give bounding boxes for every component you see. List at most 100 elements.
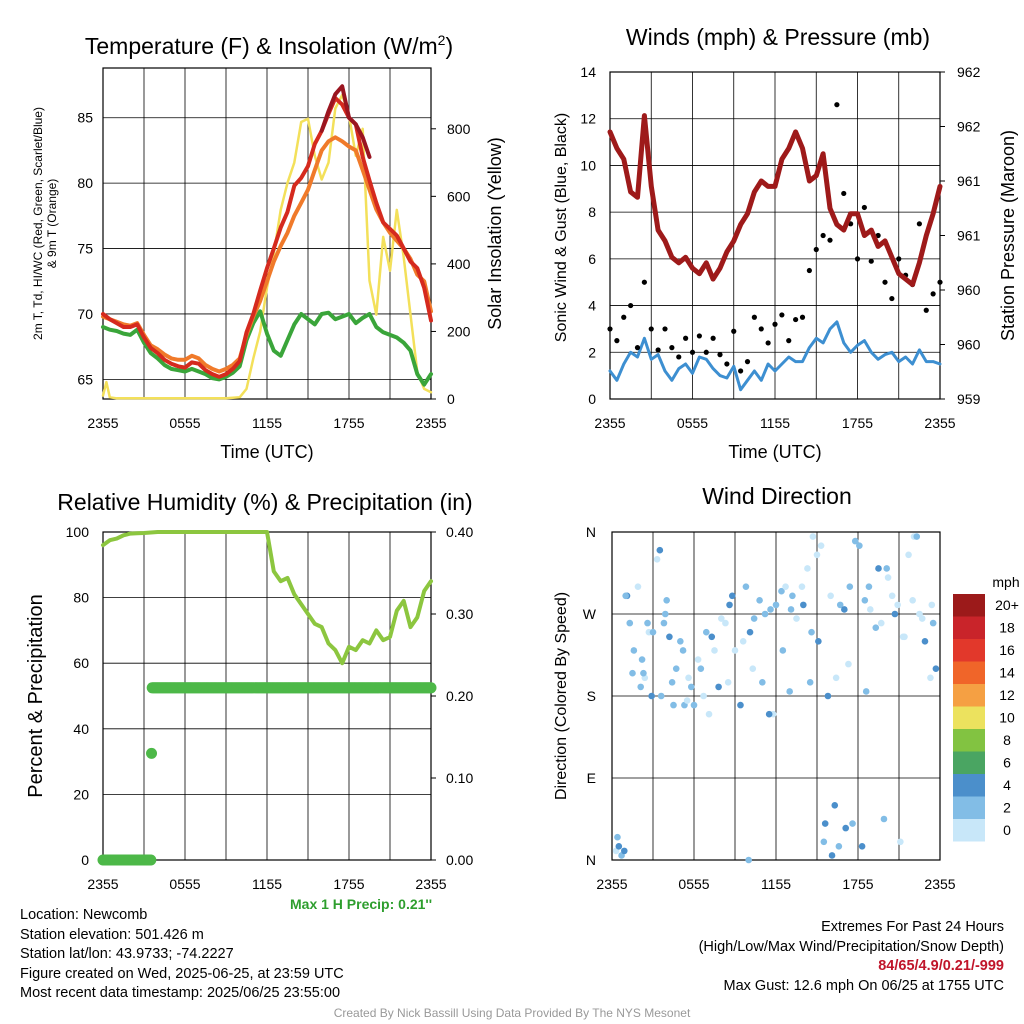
y-left-axis-label: 2m T, Td, HI/WC (Red, Green, Scarlet/Blu… bbox=[31, 107, 45, 340]
direction-point bbox=[731, 647, 739, 654]
gust-point bbox=[614, 338, 620, 344]
y-right-tick-label: 600 bbox=[447, 188, 471, 204]
direction-point bbox=[634, 583, 642, 590]
y-left-axis-label-2: & 9m T (Orange) bbox=[45, 179, 59, 269]
y-right-tick-label: 960 bbox=[957, 282, 981, 298]
y-right-tick-label: 400 bbox=[447, 256, 471, 272]
direction-point bbox=[928, 601, 936, 609]
direction-point bbox=[666, 633, 673, 641]
y-left-axis-label: Sonic Wind & Gust (Blue, Black) bbox=[553, 113, 570, 342]
direction-point bbox=[877, 619, 885, 627]
y-tick-label: N bbox=[586, 524, 596, 540]
direction-point bbox=[891, 610, 899, 618]
y-axis-label: Direction (Colored By Speed) bbox=[553, 592, 570, 800]
y-tick-label: 2 bbox=[588, 344, 596, 360]
direction-point bbox=[828, 852, 836, 859]
colorbar-swatch bbox=[953, 729, 985, 752]
direction-point bbox=[832, 674, 840, 682]
gust-point bbox=[854, 256, 861, 262]
title-close: ) bbox=[445, 33, 453, 59]
direction-point bbox=[622, 592, 629, 600]
max-gust-text: Max Gust: 12.6 mph On 06/25 at 1755 UTC bbox=[723, 977, 1004, 994]
direction-point bbox=[804, 565, 811, 572]
direction-point bbox=[905, 551, 912, 559]
direction-point bbox=[880, 815, 888, 823]
created-text: Figure created on Wed, 2025-06-25, at 23… bbox=[20, 965, 344, 982]
direction-point bbox=[761, 610, 769, 618]
gust-point bbox=[710, 335, 716, 341]
gust-point bbox=[841, 190, 847, 197]
direction-point bbox=[742, 583, 750, 590]
direction-point bbox=[800, 601, 807, 609]
x-tick-label: 1155 bbox=[760, 415, 790, 431]
y-tick-label: W bbox=[583, 606, 597, 622]
direction-point bbox=[827, 592, 834, 600]
y-tick-label: 60 bbox=[73, 655, 89, 671]
colorbar-label: 16 bbox=[999, 642, 1015, 658]
direction-point bbox=[756, 597, 763, 604]
gust-point bbox=[744, 359, 751, 365]
y-tick-label: 0 bbox=[588, 391, 596, 407]
direction-point bbox=[813, 551, 821, 559]
y-right-tick-label: 959 bbox=[957, 391, 981, 407]
y-tick-label: 40 bbox=[73, 721, 89, 737]
direction-point bbox=[663, 597, 670, 604]
direction-point bbox=[694, 656, 702, 663]
direction-point bbox=[660, 619, 668, 627]
direction-point bbox=[821, 820, 829, 827]
direction-point bbox=[883, 565, 890, 572]
y-tick-label: 6 bbox=[588, 251, 596, 267]
direction-point bbox=[786, 688, 793, 695]
direction-point bbox=[679, 647, 687, 654]
y-right-tick-label: 962 bbox=[957, 119, 981, 135]
colorbar-swatch bbox=[953, 706, 985, 729]
y-tick-label: 80 bbox=[73, 590, 89, 606]
series-line bbox=[101, 96, 433, 379]
x-tick-label: 0555 bbox=[678, 876, 709, 892]
panel-3 bbox=[102, 531, 432, 861]
direction-point bbox=[715, 683, 722, 691]
direction-point bbox=[739, 638, 747, 645]
direction-point bbox=[862, 688, 870, 695]
precip-point bbox=[146, 747, 158, 759]
colorbar-swatch bbox=[953, 661, 985, 684]
y-right-tick-label: 962 bbox=[957, 64, 981, 80]
y-right-tick-label: 961 bbox=[957, 173, 981, 189]
gust-point bbox=[820, 232, 826, 239]
gust-point bbox=[806, 267, 812, 274]
y-tick-label: 65 bbox=[77, 371, 93, 387]
direction-point bbox=[685, 674, 692, 682]
direction-point bbox=[621, 847, 628, 855]
direction-point bbox=[697, 665, 705, 672]
colorbar-label: 20+ bbox=[995, 597, 1019, 613]
gust-point bbox=[634, 345, 641, 351]
direction-point bbox=[767, 606, 774, 613]
direction-point bbox=[649, 628, 657, 636]
colorbar-swatch bbox=[953, 594, 985, 617]
gust-point bbox=[786, 338, 792, 344]
direction-point bbox=[614, 833, 621, 841]
direction-point bbox=[809, 533, 817, 540]
direction-point bbox=[824, 692, 832, 700]
credit-text: Created By Nick Bassill Using Data Provi… bbox=[333, 1006, 691, 1020]
direction-point bbox=[867, 606, 874, 613]
gust-point bbox=[738, 368, 744, 374]
y-left-axis-label: Percent & Precipitation bbox=[25, 594, 47, 797]
direction-point bbox=[640, 669, 647, 677]
direction-point bbox=[759, 679, 766, 686]
chart-title: Relative Humidity (%) & Precipitation (i… bbox=[57, 489, 472, 515]
direction-point bbox=[737, 701, 744, 709]
y-tick-label: 20 bbox=[73, 786, 89, 802]
colorbar-swatch bbox=[953, 684, 985, 707]
y-tick-label: 12 bbox=[580, 111, 596, 127]
direction-point bbox=[630, 647, 638, 654]
x-tick-label: 2355 bbox=[924, 415, 955, 431]
direction-point bbox=[789, 592, 796, 600]
max-precip-text: Max 1 H Precip: 0.21'' bbox=[290, 896, 433, 912]
direction-point bbox=[806, 679, 814, 686]
gust-point bbox=[813, 246, 819, 253]
direction-point bbox=[872, 624, 880, 631]
direction-point bbox=[846, 583, 854, 590]
x-tick-label: 0555 bbox=[169, 876, 200, 892]
x-tick-label: 2355 bbox=[596, 876, 627, 892]
